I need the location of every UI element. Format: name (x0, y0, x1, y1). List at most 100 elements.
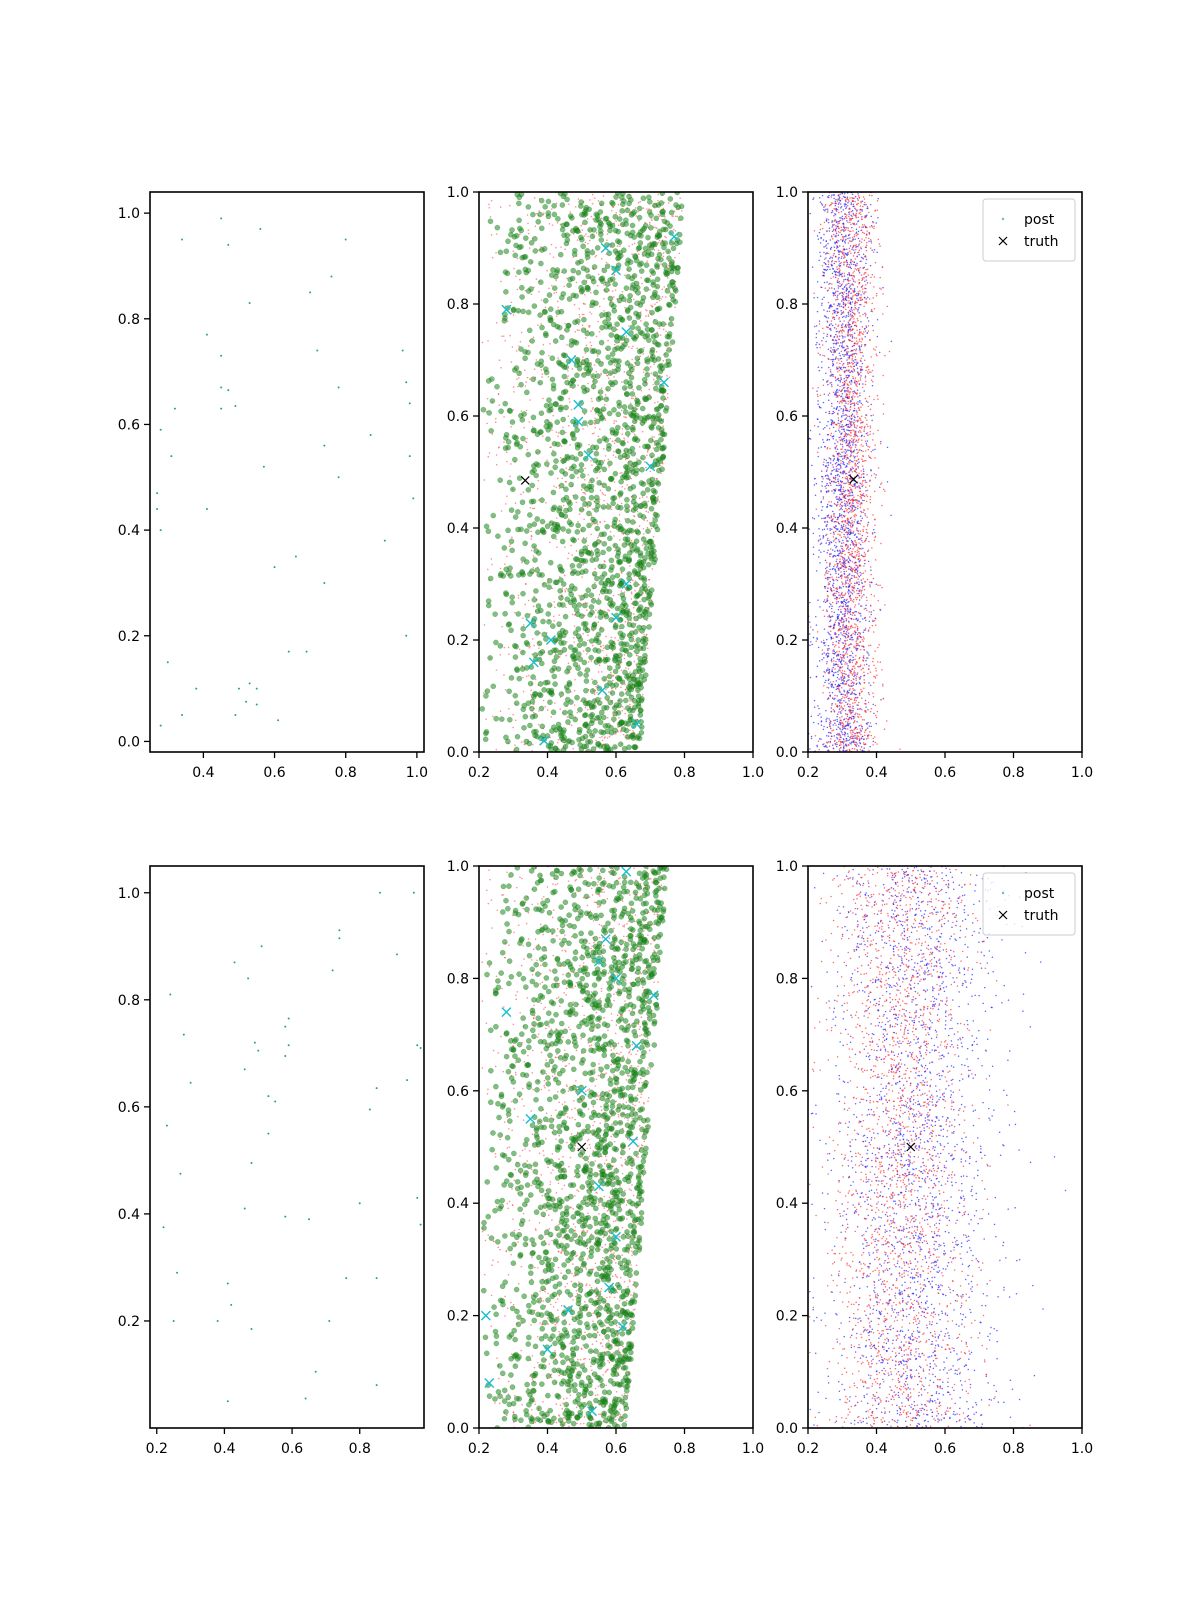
red-sample-point (561, 477, 564, 480)
red-sample-point (858, 279, 860, 281)
red-sample-point (862, 636, 865, 638)
red-sample-point (633, 298, 635, 301)
red-sample-point (542, 397, 544, 400)
blue-sample-point (846, 478, 849, 480)
green-sample-point (566, 519, 573, 526)
red-sample-point (596, 477, 598, 479)
red-sample-point (674, 256, 676, 259)
red-sample-point (621, 433, 624, 435)
green-sample-point (636, 244, 643, 251)
blue-sample-point (831, 435, 834, 438)
green-sample-point (486, 410, 493, 416)
green-sample-point (611, 326, 617, 333)
blue-sample-point (832, 342, 835, 345)
blue-sample-point (845, 207, 847, 210)
red-sample-point (649, 289, 651, 291)
red-sample-point (599, 736, 601, 739)
blue-sample-point (857, 237, 860, 240)
green-sample-point (581, 640, 588, 647)
blue-sample-point (845, 651, 848, 653)
red-sample-point (544, 306, 547, 309)
red-sample-point (530, 538, 532, 540)
red-sample-point (578, 664, 581, 667)
red-sample-point (562, 426, 564, 429)
red-sample-point (830, 381, 833, 384)
red-sample-point (586, 653, 588, 655)
blue-sample-point (864, 479, 866, 482)
blue-sample-point (851, 681, 854, 684)
red-sample-point (616, 245, 619, 247)
green-sample-point (538, 429, 544, 435)
red-sample-point (656, 401, 659, 403)
red-sample-point (860, 716, 862, 718)
red-sample-point (852, 598, 855, 601)
red-sample-point (558, 614, 561, 616)
red-sample-point (849, 439, 852, 442)
red-sample-point (614, 456, 617, 458)
blue-sample-point (826, 281, 828, 283)
red-sample-point (854, 313, 856, 316)
green-sample-point (550, 533, 557, 540)
green-sample-point (550, 385, 557, 392)
green-sample-point (626, 676, 633, 682)
green-sample-point (555, 215, 561, 222)
red-sample-point (540, 369, 543, 371)
blue-sample-point (817, 599, 819, 601)
red-sample-point (506, 555, 508, 558)
green-sample-point (646, 593, 653, 599)
blue-sample-point (826, 717, 828, 720)
red-sample-point (646, 519, 649, 522)
red-sample-point (603, 459, 606, 462)
green-sample-point (645, 194, 652, 201)
blue-sample-point (825, 709, 827, 712)
green-sample-point (625, 690, 631, 697)
green-sample-point (637, 645, 644, 652)
blue-sample-point (851, 555, 854, 558)
red-sample-point (835, 299, 837, 301)
green-sample-point (588, 592, 595, 599)
red-sample-point (590, 215, 593, 218)
plot-area (808, 192, 901, 752)
green-sample-point (640, 638, 646, 645)
green-sample-point (516, 225, 523, 232)
green-sample-point (564, 696, 571, 703)
green-sample-point (515, 611, 522, 617)
red-sample-point (844, 432, 847, 434)
red-sample-point (557, 306, 560, 309)
blue-sample-point (843, 205, 846, 207)
green-sample-point (669, 259, 675, 265)
blue-sample-point (847, 568, 850, 570)
blue-sample-point (864, 280, 866, 283)
red-sample-point (846, 639, 849, 642)
blue-sample-point (819, 421, 821, 423)
blue-sample-point (835, 633, 837, 635)
red-sample-point (595, 685, 598, 688)
red-sample-point (839, 670, 841, 672)
green-sample-point (641, 500, 648, 507)
blue-sample-point (850, 203, 853, 206)
red-sample-point (661, 376, 664, 378)
red-sample-point (854, 465, 856, 467)
blue-sample-point (831, 605, 833, 608)
blue-sample-point (817, 705, 819, 707)
blue-sample-point (837, 528, 839, 530)
red-sample-point (541, 376, 543, 378)
green-sample-point (629, 672, 636, 679)
blue-sample-point (854, 238, 856, 241)
blue-sample-point (857, 618, 859, 620)
red-sample-point (482, 692, 485, 694)
red-sample-point (853, 748, 856, 750)
red-sample-point (617, 726, 619, 728)
green-sample-point (551, 665, 558, 671)
green-sample-point (558, 334, 565, 341)
red-sample-point (843, 654, 845, 656)
red-sample-point (830, 515, 833, 517)
red-sample-point (550, 208, 553, 210)
green-sample-point (638, 684, 644, 691)
green-sample-point (626, 370, 632, 376)
green-sample-point (498, 570, 504, 577)
red-sample-point (521, 561, 523, 564)
cyan-x-marker (539, 735, 550, 746)
red-sample-point (840, 536, 843, 539)
